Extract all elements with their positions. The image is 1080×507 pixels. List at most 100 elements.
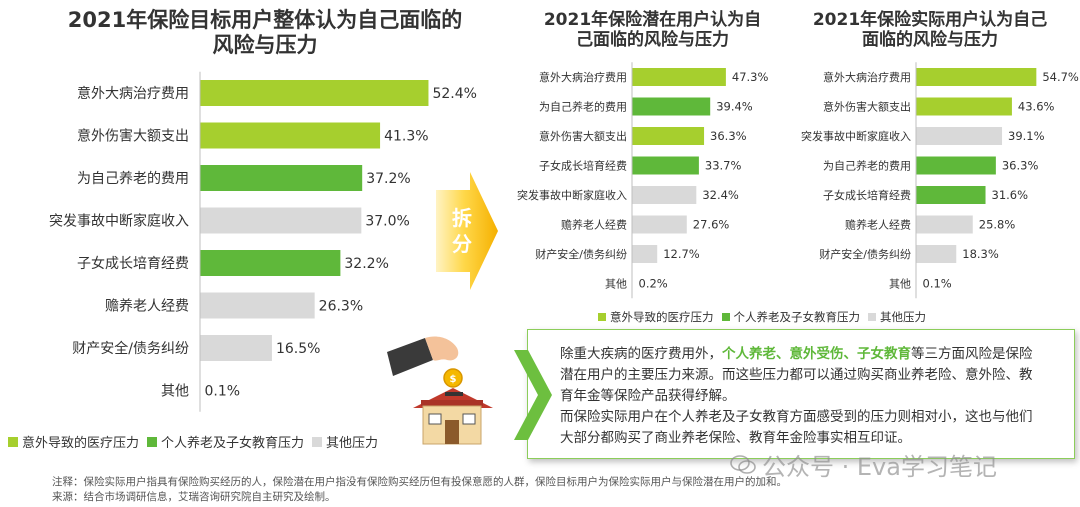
bar	[632, 186, 697, 204]
wechat-icon	[730, 454, 756, 474]
legend-swatch-medical	[598, 313, 606, 321]
mid-title-line2: 己面临的风险与压力	[576, 30, 729, 51]
footnote: 注释：保险实际用户指具有保险购买经历的人，保险潜在用户指没有保险购买经历但有投保…	[52, 476, 787, 488]
left-legend: 意外导致的医疗压力 个人养老及子女教育压力 其他压力	[8, 432, 378, 451]
bar	[916, 186, 986, 204]
mid-bar-chart: 意外大病治疗费用 47.3% 为自己养老的费用 39.4% 意外伤害大额支出 36.3% 子…	[517, 62, 769, 299]
value-label: 0.2%	[639, 277, 668, 291]
bar	[632, 127, 705, 145]
value-label: 47.3%	[732, 70, 769, 84]
category-label: 突发事故中断家庭收入	[801, 129, 911, 143]
value-label: 0.1%	[205, 384, 241, 400]
split-arrow-icon	[436, 172, 498, 290]
category-label: 财产安全/债务纠纷	[819, 247, 911, 261]
category-label: 意外大病治疗费用	[539, 70, 627, 84]
split-label-char1: 拆	[452, 206, 472, 230]
source-note: 来源：结合市场调研信息，艾瑞咨询研究院自主研究及绘制。	[52, 491, 336, 503]
bar	[200, 292, 315, 319]
category-label: 意外大病治疗费用	[823, 70, 911, 84]
category-label: 财产安全/债务纠纷	[72, 340, 189, 357]
bar	[200, 122, 381, 149]
value-label: 39.4%	[716, 100, 753, 114]
value-label: 31.6%	[992, 188, 1029, 202]
legend-label-medical: 意外导致的医疗压力	[22, 436, 140, 451]
bar	[916, 68, 1037, 86]
callout-arrow-icon	[514, 350, 552, 440]
bar	[632, 156, 699, 175]
category-label: 子女成长培育经费	[77, 255, 189, 272]
category-label: 财产安全/债务纠纷	[535, 247, 627, 261]
left-title-line2: 风险与压力	[212, 33, 318, 58]
legend-item-medical: 意外导致的医疗压力	[8, 432, 139, 451]
value-label: 52.4%	[432, 86, 476, 102]
legend-label-family: 个人养老及子女教育压力	[161, 436, 305, 451]
value-label: 43.6%	[1018, 100, 1055, 114]
value-label: 18.3%	[962, 247, 999, 261]
value-label: 39.1%	[1008, 129, 1045, 143]
bar	[200, 335, 272, 361]
legend-swatch-other	[868, 313, 876, 321]
value-label: 36.3%	[1002, 159, 1039, 173]
split-label-char2: 分	[452, 232, 472, 256]
bar	[632, 68, 726, 86]
bar	[632, 215, 687, 234]
legend-item-other: 其他压力	[868, 309, 926, 325]
category-label: 其他	[161, 384, 189, 400]
value-label: 32.2%	[344, 256, 388, 272]
value-label: 37.0%	[365, 214, 409, 230]
bar	[916, 97, 1012, 116]
value-label: 37.2%	[366, 171, 410, 187]
mid-title-line1: 2021年保险潜在用户认为自	[543, 10, 762, 30]
legend-item-other: 其他压力	[312, 432, 378, 451]
category-label: 意外伤害大额支出	[77, 128, 189, 145]
value-label: 25.8%	[979, 218, 1016, 232]
left-bar-chart: 意外大病治疗费用 52.4% 意外伤害大额支出 41.3% 为自己养老的费用 37.2% 突…	[49, 71, 477, 412]
bar	[916, 215, 973, 234]
category-label: 意外伤害大额支出	[823, 99, 911, 113]
category-label: 其他	[605, 277, 627, 290]
svg-text:$: $	[450, 374, 457, 385]
category-label: 为自己养老的费用	[539, 99, 627, 113]
legend-item-medical: 意外导致的医疗压力	[598, 309, 714, 325]
legend-label-medical: 意外导致的医疗压力	[610, 310, 714, 324]
value-label: 26.3%	[319, 299, 363, 315]
category-label: 子女成长培育经费	[539, 158, 627, 172]
category-label: 突发事故中断家庭收入	[517, 188, 627, 202]
bar	[632, 97, 711, 116]
right-chart-title: 2021年保险实际用户认为自己 面临的风险与压力	[795, 10, 1065, 51]
value-label: 16.5%	[276, 341, 320, 357]
value-label: 0.1%	[923, 277, 952, 291]
legend-label-other: 其他压力	[880, 310, 926, 324]
category-label: 赡养老人经费	[105, 299, 189, 315]
category-label: 意外伤害大额支出	[539, 129, 627, 143]
mid-chart-title: 2021年保险潜在用户认为自 己面临的风险与压力	[515, 10, 790, 51]
category-label: 赡养老人经费	[561, 217, 627, 231]
watermark-text: 公众号 · Eva学习笔记	[762, 453, 997, 481]
left-title-line1: 2021年保险目标用户整体认为自己面临的	[67, 8, 463, 32]
callout-p1-highlight: 个人养老、意外受伤、子女教育	[722, 346, 911, 362]
legend-swatch-medical	[8, 436, 18, 447]
conclusion-callout: 除重大疾病的医疗费用外，个人养老、意外受伤、子女教育等三方面风险是保险潜在用户的…	[514, 329, 1075, 459]
category-label: 意外大病治疗费用	[77, 85, 189, 102]
legend-swatch-family	[147, 436, 158, 447]
value-label: 36.3%	[710, 129, 747, 143]
bar	[632, 245, 658, 263]
legend-swatch-family	[721, 313, 730, 321]
category-label: 为自己养老的费用	[77, 171, 189, 187]
bar	[200, 250, 341, 276]
legend-swatch-other	[312, 436, 323, 447]
legend-item-family: 个人养老及子女教育压力	[721, 309, 861, 325]
watermark: 公众号 · Eva学习笔记	[730, 447, 997, 482]
legend-item-family: 个人养老及子女教育压力	[147, 432, 304, 451]
value-label: 33.7%	[705, 159, 742, 173]
left-chart-title: 2021年保险目标用户整体认为自己面临的 风险与压力	[45, 8, 485, 58]
value-label: 32.4%	[702, 188, 739, 202]
value-label: 41.3%	[384, 129, 428, 145]
bar	[916, 127, 1003, 145]
legend-label-family: 个人养老及子女教育压力	[733, 310, 861, 324]
category-label: 赡养老人经费	[845, 217, 911, 231]
legend-label-other: 其他压力	[326, 436, 379, 451]
bar	[916, 245, 957, 263]
right-title-line2: 面临的风险与压力	[862, 30, 998, 51]
right-legend: 意外导致的医疗压力 个人养老及子女教育压力 其他压力	[598, 309, 926, 325]
